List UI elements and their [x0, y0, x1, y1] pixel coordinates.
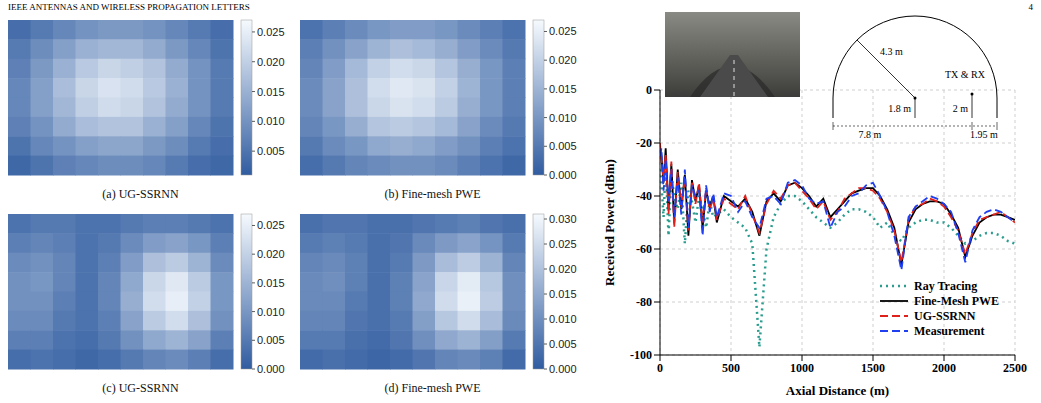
svg-text:0: 0: [646, 83, 652, 97]
svg-text:-100: -100: [630, 348, 652, 362]
svg-text:-80: -80: [636, 295, 652, 309]
svg-text:Ray Tracing: Ray Tracing: [914, 279, 977, 293]
svg-text:0.000: 0.000: [549, 169, 577, 181]
svg-text:0.025: 0.025: [549, 238, 577, 250]
svg-text:Fine-Mesh PWE: Fine-Mesh PWE: [914, 294, 999, 308]
svg-text:0.000: 0.000: [257, 363, 285, 375]
svg-text:0.010: 0.010: [257, 115, 285, 127]
svg-text:TX & RX: TX & RX: [945, 69, 986, 80]
svg-text:0.000: 0.000: [549, 363, 577, 375]
svg-text:0.020: 0.020: [257, 248, 285, 260]
svg-text:UG-SSRNN: UG-SSRNN: [914, 309, 976, 323]
svg-text:500: 500: [722, 361, 740, 375]
svg-text:4.3 m: 4.3 m: [880, 46, 903, 57]
svg-text:0.015: 0.015: [549, 83, 577, 95]
html-text:(c) UG-SSRNN: (c) UG-SSRNN: [102, 381, 179, 395]
svg-text:0.020: 0.020: [549, 263, 577, 275]
svg-text:0.005: 0.005: [549, 338, 577, 350]
svg-text:0: 0: [657, 361, 663, 375]
svg-text:-20: -20: [636, 136, 652, 150]
svg-text:0.030: 0.030: [549, 213, 577, 225]
svg-text:Received Power (dBm): Received Power (dBm): [602, 159, 617, 286]
svg-text:-60: -60: [636, 242, 652, 256]
svg-text:0.010: 0.010: [257, 306, 285, 318]
svg-text:0.015: 0.015: [257, 277, 285, 289]
svg-text:1500: 1500: [861, 361, 885, 375]
svg-text:1000: 1000: [790, 361, 814, 375]
svg-text:Measurement: Measurement: [914, 324, 984, 338]
svg-text:0.010: 0.010: [549, 112, 577, 124]
svg-text:Axial Distance (m): Axial Distance (m): [786, 383, 889, 398]
html-text:(b) Fine-mesh PWE: (b) Fine-mesh PWE: [384, 187, 481, 201]
svg-text:0.010: 0.010: [549, 313, 577, 325]
html-text:(a) UG-SSRNN: (a) UG-SSRNN: [102, 187, 179, 201]
svg-text:0.025: 0.025: [257, 26, 285, 38]
html-text:IEEE ANTENNAS AND WIRELESS PRO: IEEE ANTENNAS AND WIRELESS PROPAGATION L…: [8, 2, 250, 12]
svg-text:0.020: 0.020: [549, 54, 577, 66]
svg-text:0.005: 0.005: [257, 145, 285, 157]
svg-text:2500: 2500: [1003, 361, 1027, 375]
svg-text:0.025: 0.025: [549, 25, 577, 37]
svg-text:7.8 m: 7.8 m: [859, 129, 882, 140]
svg-text:0.025: 0.025: [257, 219, 285, 231]
svg-text:0.005: 0.005: [549, 140, 577, 152]
svg-text:0.015: 0.015: [549, 288, 577, 300]
html-text:(d) Fine-mesh PWE: (d) Fine-mesh PWE: [384, 381, 481, 395]
svg-text:1.95 m: 1.95 m: [970, 129, 998, 140]
svg-text:0.015: 0.015: [257, 86, 285, 98]
svg-text:2000: 2000: [932, 361, 956, 375]
svg-text:0.020: 0.020: [257, 56, 285, 68]
svg-text:1.8 m: 1.8 m: [888, 103, 911, 114]
svg-text:2 m: 2 m: [953, 103, 969, 114]
svg-text:-40: -40: [636, 189, 652, 203]
svg-text:0.005: 0.005: [257, 334, 285, 346]
html-text:4: 4: [1028, 2, 1033, 12]
